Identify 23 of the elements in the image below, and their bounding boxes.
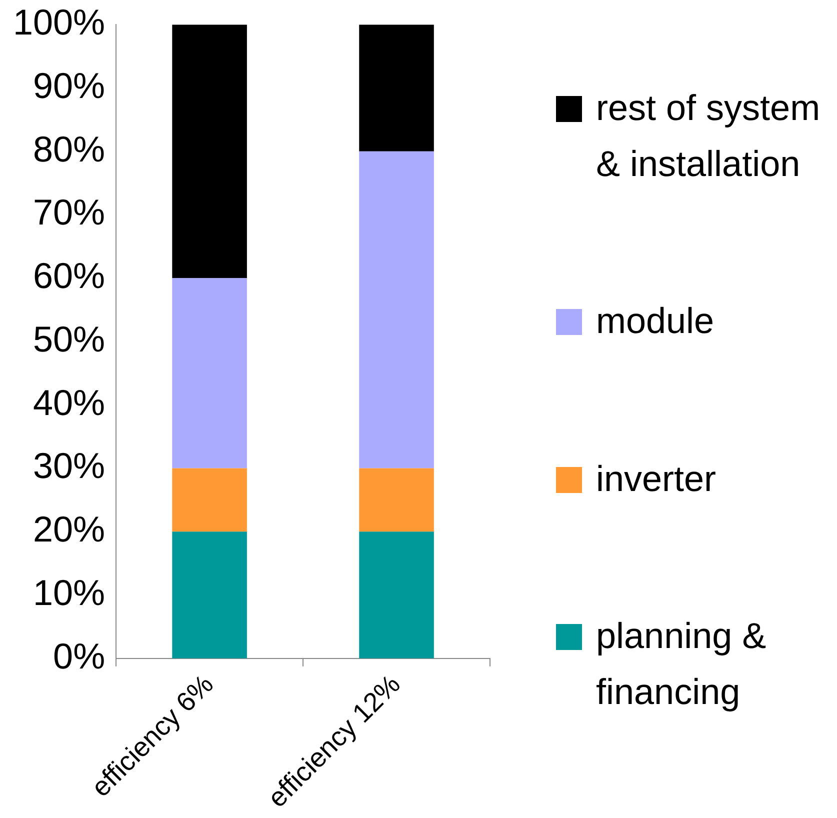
y-tick-label: 80% xyxy=(33,128,106,170)
y-tick-label: 60% xyxy=(33,255,106,296)
y-tick-label: 40% xyxy=(33,382,106,423)
y-tick-label: 30% xyxy=(33,445,106,486)
y-tick-label: 0% xyxy=(53,635,106,676)
bar xyxy=(359,24,434,152)
y-tick-label: 90% xyxy=(33,64,106,106)
bar xyxy=(172,468,247,532)
legend-label: planning & financing xyxy=(596,614,768,714)
y-tick-label: 10% xyxy=(33,572,106,613)
bar xyxy=(359,532,434,658)
y-tick-label: 50% xyxy=(33,318,106,360)
bar xyxy=(172,532,247,658)
bar xyxy=(359,468,434,532)
legend-label: module xyxy=(596,299,714,344)
bar xyxy=(359,151,434,468)
bar xyxy=(172,278,247,468)
y-tick-label: 20% xyxy=(33,508,106,550)
y-tick-label: 100% xyxy=(12,2,106,43)
legend-label: rest of system & installation xyxy=(596,86,822,186)
y-tick-label: 70% xyxy=(33,192,106,233)
legend-label: inverter xyxy=(596,456,716,501)
bar xyxy=(172,24,247,278)
